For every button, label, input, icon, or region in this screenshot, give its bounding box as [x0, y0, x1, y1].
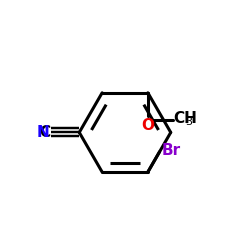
- Text: Br: Br: [162, 144, 181, 158]
- Text: N: N: [37, 125, 50, 140]
- Text: 3: 3: [185, 117, 192, 127]
- Text: O: O: [141, 118, 154, 133]
- Text: CH: CH: [173, 111, 197, 126]
- Text: C: C: [40, 125, 51, 140]
